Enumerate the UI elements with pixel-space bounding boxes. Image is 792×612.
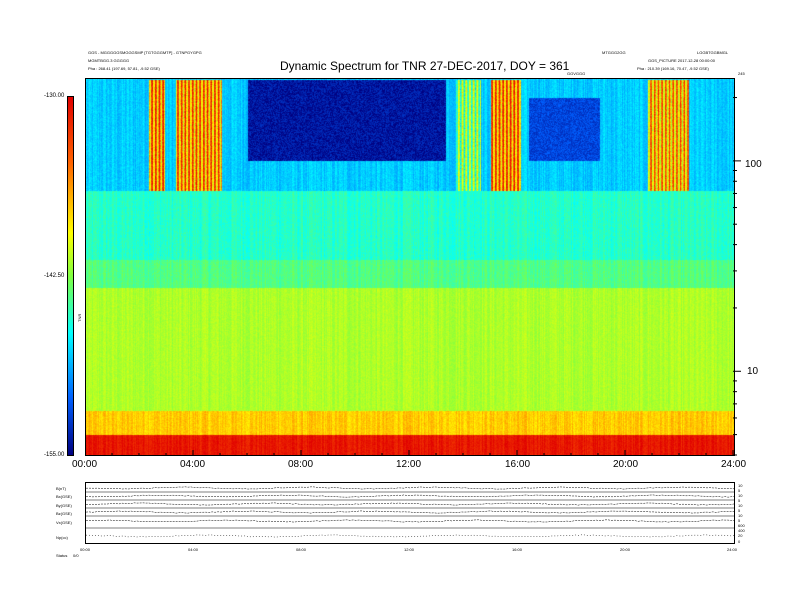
colorbar-bottom-label: -155.00 — [44, 452, 65, 458]
header-info-right-1: MTGGG2GG — [602, 50, 626, 55]
x-tick-label-6: 24:00 — [721, 459, 747, 470]
x-tick-label-3: 12:00 — [396, 459, 422, 470]
header-info-right-4: Pha : 210.39 (169.16, 70.47, -9.52 GSE) — [637, 66, 709, 71]
panel-right-vx-hi: 600 — [738, 523, 745, 528]
panel-label-b: B(nT) — [56, 486, 66, 491]
panel-x-tick-1: 04:00 — [188, 547, 199, 552]
footer-status-label: Status — [56, 553, 68, 558]
x-tick-label-0: 00:00 — [72, 459, 98, 470]
trace-bzgse — [86, 510, 734, 514]
panel-right-by-hi: 10 — [738, 503, 743, 508]
colorbar-mid-label: -142.50 — [44, 273, 65, 279]
panel-right-vx-lo: 400 — [738, 528, 745, 533]
footer-status-value: 0/0 — [73, 553, 79, 558]
panel-right-np-lo: 0 — [738, 539, 741, 544]
panel-x-tick-3: 12:00 — [404, 547, 415, 552]
panel-right-by-lo: 5 — [738, 508, 741, 513]
spectrum-x-ticks — [85, 450, 734, 456]
colorbar-top-label: -130.00 — [44, 93, 65, 99]
x-tick-label-5: 20:00 — [613, 459, 639, 470]
solar-wind-traces — [86, 486, 734, 538]
x-tick-label-4: 16:00 — [505, 459, 531, 470]
dynamic-spectrum-plot — [85, 78, 735, 456]
solar-wind-panels — [85, 482, 735, 544]
panel-x-tick-0: 00:00 — [80, 547, 91, 552]
trace-vxgse — [86, 519, 734, 523]
x-tick-label-2: 08:00 — [288, 459, 314, 470]
colorbar-axis-title: TNR — [77, 313, 82, 322]
panel-x-tick-2: 08:00 — [296, 547, 307, 552]
spectrum-right-axis — [733, 97, 741, 456]
trace-bygse — [86, 502, 734, 506]
panel-x-tick-5: 20:00 — [620, 547, 631, 552]
panel-label-vx: Vx(GSE) — [56, 520, 72, 525]
panel-right-np-hi: 20 — [738, 533, 743, 538]
y-tick-label-100: 100 — [745, 159, 762, 170]
chart-title: Dynamic Spectrum for TNR 27-DEC-2017, DO… — [280, 59, 570, 73]
panel-right-bz-hi: 10 — [738, 513, 743, 518]
panel-right-bx-hi: 10 — [738, 493, 743, 498]
header-info-left-3: Pha : 268.41 (197.69, 57.81, -9.52 GSE) — [88, 66, 160, 71]
panel-right-bx-lo: 5 — [738, 498, 741, 503]
colorbar — [67, 96, 74, 456]
y-tick-label-10: 10 — [747, 366, 759, 377]
header-info-left-1: GGS - MGGGGGSMGGGSMP [TGTGGGMTP] - GTNPG… — [88, 50, 202, 55]
panel-label-np: Np(cc) — [56, 535, 68, 540]
header-info-left-2: MGMTBGG.3 GGGGG — [88, 58, 130, 63]
header-info-right-3: GGS_PICTURE 2017-12-28 00:00:00 — [648, 58, 715, 63]
panel-label-bz: Bz(GSE) — [56, 511, 72, 516]
x-tick-label-1: 04:00 — [180, 459, 206, 470]
spectrum-top-right-label: 245 — [738, 71, 745, 76]
panel-x-tick-6: 24:00 — [727, 547, 738, 552]
panel-right-bz-lo: 5 — [738, 518, 741, 523]
header-mid-label: GGVGGG — [567, 71, 586, 76]
panel-right-b-lo: 5 — [738, 488, 741, 493]
trace-bnt — [86, 486, 734, 490]
trace-bxgse — [86, 494, 734, 498]
spectrum-canvas — [86, 79, 734, 455]
panel-label-by: By(GSE) — [56, 503, 72, 508]
trace-npcc — [86, 534, 734, 538]
panel-label-bx: Bx(GSE) — [56, 494, 72, 499]
header-info-right-2: LGGBTGGBMGL — [697, 50, 729, 55]
panel-right-b-hi: 10 — [738, 483, 743, 488]
panel-x-tick-4: 16:00 — [512, 547, 523, 552]
